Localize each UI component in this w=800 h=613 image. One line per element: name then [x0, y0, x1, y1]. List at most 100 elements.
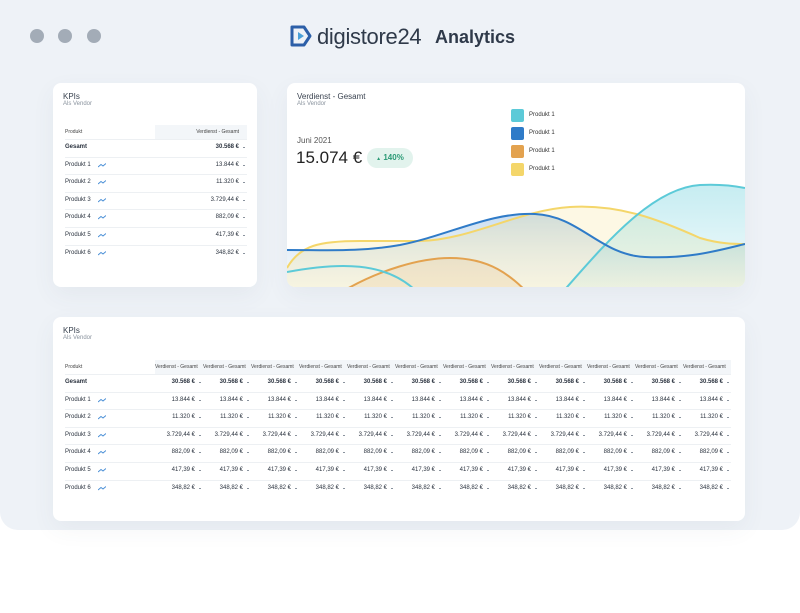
cell-value: 13.844 € — [155, 157, 247, 175]
area — [350, 258, 522, 287]
cell-value: 30.568 € — [155, 374, 203, 392]
row-label[interactable]: Produkt 4 — [65, 214, 91, 221]
row-label[interactable]: Produkt 6 — [65, 484, 91, 491]
row-divider — [65, 409, 731, 411]
kpi-panel: KPIs Als Vendor Produkt Verdienst - Gesam… — [53, 317, 745, 521]
cell-value: 30.568 € — [587, 374, 635, 392]
row-divider — [65, 191, 247, 193]
row-label[interactable]: Produkt 2 — [65, 179, 91, 186]
column-header: Verdienst - Gesamt — [196, 129, 239, 135]
column-header: Verdienst - Gesamt — [395, 364, 438, 370]
window-dot[interactable] — [30, 29, 44, 43]
sparkline-icon — [98, 180, 106, 185]
cell-value: 30.568 € — [203, 374, 251, 392]
row-label[interactable]: Produkt 1 — [65, 396, 91, 403]
sparkline-icon — [98, 397, 106, 402]
cell-value: 417,39 € — [251, 462, 299, 480]
cell-value: 348,82 € — [347, 480, 395, 498]
cell-value: 13.844 € — [251, 392, 299, 410]
cell-value: 30.568 € — [347, 374, 395, 392]
row-label[interactable]: Produkt 1 — [65, 161, 91, 168]
legend-label: Produkt 1 — [529, 130, 555, 136]
cell-value: 417,39 € — [299, 462, 347, 480]
row-divider — [65, 374, 731, 375]
line — [287, 212, 745, 259]
cell-value: 11.320 € — [443, 409, 491, 427]
cell-value: 3.729,44 € — [251, 427, 299, 445]
column-header: Verdienst - Gesamt — [443, 364, 486, 370]
kpi-panel: KPIs Als Vendor Produkt Verdienst - Gesam… — [53, 83, 257, 287]
legend-label: Produkt 1 — [529, 166, 555, 172]
cell-value: 3.729,44 € — [635, 427, 683, 445]
column-header: Verdienst - Gesamt — [683, 364, 726, 370]
panel-subtitle: Als Vendor — [297, 101, 327, 107]
row-divider — [65, 462, 731, 463]
row-divider — [65, 156, 247, 158]
cell-value: 348,82 € — [539, 480, 587, 498]
column-header: Verdienst - Gesamt — [491, 364, 534, 370]
sparkline-icon — [98, 468, 106, 473]
cell-value: 11.320 € — [155, 409, 203, 427]
row-divider — [65, 479, 731, 481]
cell-value: 348,82 € — [587, 480, 635, 498]
cell-value: 13.844 € — [347, 392, 395, 410]
sparkline-icon — [98, 415, 106, 420]
cell-value: 417,39 € — [587, 462, 635, 480]
row-label[interactable]: Produkt 4 — [65, 449, 91, 456]
column-header: Verdienst - Gesamt — [299, 364, 342, 370]
cell-value: 882,09 € — [155, 209, 247, 227]
sparkline-icon — [98, 215, 106, 220]
row-label[interactable]: Gesamt — [65, 379, 88, 385]
column-header: Verdienst - Gesamt — [155, 364, 198, 370]
cell-value: 3.729,44 € — [203, 427, 251, 445]
row-divider — [65, 174, 247, 176]
legend-swatch — [511, 127, 524, 140]
sparkline-icon — [98, 162, 106, 167]
column-header: Verdienst - Gesamt — [539, 364, 582, 370]
row-label[interactable]: Produkt 5 — [65, 232, 91, 238]
cell-value: 882,09 € — [395, 444, 443, 462]
row-label[interactable]: Produkt 2 — [65, 414, 91, 421]
column-header: Verdienst - Gesamt — [347, 364, 390, 370]
row-label[interactable]: Gesamt — [65, 144, 88, 150]
window-dot[interactable] — [87, 29, 101, 43]
area — [567, 184, 745, 287]
cell-value: 11.320 € — [635, 409, 683, 427]
column-header: Verdienst - Gesamt — [203, 364, 246, 370]
row-label[interactable]: Produkt 5 — [65, 467, 91, 473]
cell-value: 3.729,44 € — [443, 427, 491, 445]
page-title: Analytics — [435, 27, 516, 47]
cell-value: 13.844 € — [299, 392, 347, 410]
cell-value: 882,09 € — [491, 444, 539, 462]
chart-panel: Verdienst - Gesamt Als Vendor Juni 2021 … — [287, 83, 745, 287]
cell-value: 11.320 € — [491, 409, 539, 427]
sparkline-icon — [98, 432, 106, 438]
cell-value: 3.729,44 € — [491, 427, 539, 445]
cell-value: 882,09 € — [587, 444, 635, 462]
cell-value: 882,09 € — [539, 444, 587, 462]
cell-value: 3.729,44 € — [539, 427, 587, 445]
panel-title: KPIs — [63, 326, 80, 335]
cell-value: 348,82 € — [443, 480, 491, 498]
window-dot[interactable] — [58, 29, 72, 43]
cell-value: 11.320 € — [299, 409, 347, 427]
row-label[interactable]: Produkt 3 — [65, 196, 91, 203]
column-header: Produkt — [65, 129, 83, 135]
column-header: Produkt — [65, 364, 83, 370]
row-divider — [65, 139, 247, 140]
brand: digistore24 — [317, 24, 422, 49]
cell-value: 348,82 € — [155, 245, 247, 263]
cell-value: 11.320 € — [251, 409, 299, 427]
cell-value: 30.568 € — [443, 374, 491, 392]
header-background — [155, 125, 247, 139]
cell-value: 13.844 € — [683, 392, 731, 410]
cell-value: 13.844 € — [155, 392, 203, 410]
row-label[interactable]: Produkt 6 — [65, 249, 91, 256]
cell-value: 3.729,44 € — [683, 427, 731, 445]
cell-value: 882,09 € — [203, 444, 251, 462]
row-divider — [65, 227, 247, 228]
header-background — [155, 360, 731, 374]
row-label[interactable]: Produkt 3 — [65, 431, 91, 438]
legend-swatch — [511, 145, 524, 158]
cell-value: 882,09 € — [347, 444, 395, 462]
